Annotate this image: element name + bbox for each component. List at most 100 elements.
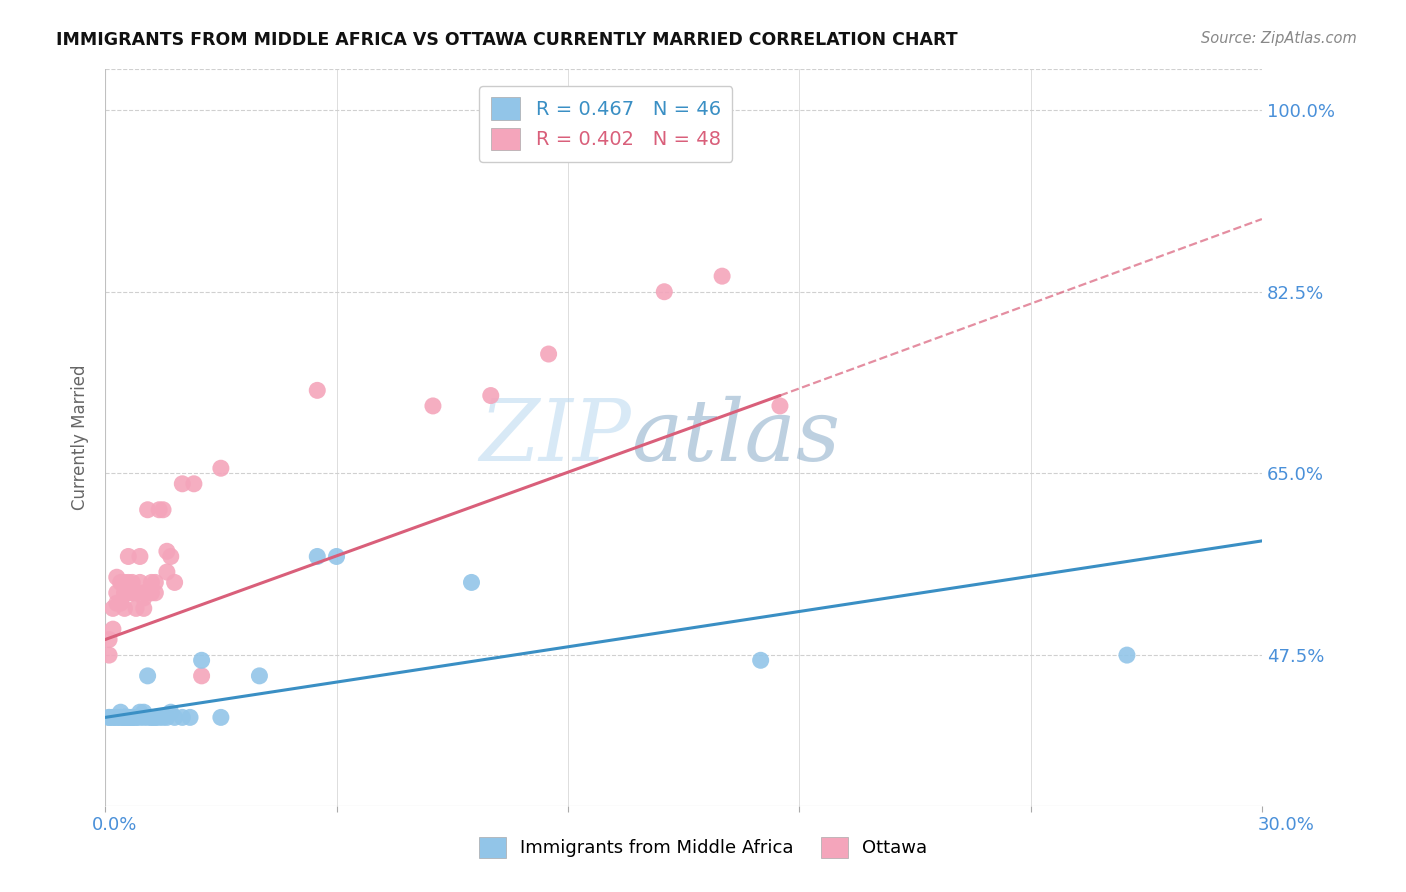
Text: IMMIGRANTS FROM MIDDLE AFRICA VS OTTAWA CURRENTLY MARRIED CORRELATION CHART: IMMIGRANTS FROM MIDDLE AFRICA VS OTTAWA …	[56, 31, 957, 49]
Point	[460, 575, 482, 590]
Point	[117, 710, 139, 724]
Point	[163, 575, 186, 590]
Point	[209, 461, 232, 475]
Point	[125, 601, 148, 615]
Point	[422, 399, 444, 413]
Point	[125, 710, 148, 724]
Point	[114, 710, 136, 724]
Point	[129, 705, 152, 719]
Point	[98, 710, 121, 724]
Point	[156, 710, 179, 724]
Point	[141, 710, 163, 724]
Point	[132, 591, 155, 605]
Point	[114, 710, 136, 724]
Point	[114, 575, 136, 590]
Text: Source: ZipAtlas.com: Source: ZipAtlas.com	[1201, 31, 1357, 46]
Point	[141, 575, 163, 590]
Point	[152, 502, 174, 516]
Point	[190, 669, 212, 683]
Point	[249, 669, 271, 683]
Point	[114, 710, 136, 724]
Point	[129, 549, 152, 564]
Point	[98, 648, 121, 662]
Point	[125, 710, 148, 724]
Point	[110, 710, 132, 724]
Point	[101, 622, 124, 636]
Point	[325, 549, 347, 564]
Point	[479, 388, 502, 402]
Point	[98, 710, 121, 724]
Point	[307, 384, 329, 398]
Point	[156, 544, 179, 558]
Point	[148, 502, 170, 516]
Point	[143, 586, 166, 600]
Point	[209, 710, 232, 724]
Text: ZIP: ZIP	[479, 396, 631, 478]
Point	[711, 269, 734, 284]
Point	[183, 476, 205, 491]
Point	[114, 601, 136, 615]
Point	[129, 710, 152, 724]
Point	[141, 710, 163, 724]
Point	[105, 586, 128, 600]
Point	[101, 710, 124, 724]
Point	[1116, 648, 1139, 662]
Point	[117, 549, 139, 564]
Point	[172, 710, 194, 724]
Point	[125, 586, 148, 600]
Point	[152, 710, 174, 724]
Point	[163, 710, 186, 724]
Point	[136, 710, 159, 724]
Point	[117, 710, 139, 724]
Point	[121, 710, 143, 724]
Point	[172, 476, 194, 491]
Point	[156, 565, 179, 579]
Point	[148, 710, 170, 724]
Point	[143, 710, 166, 724]
Point	[98, 632, 121, 647]
Point	[136, 502, 159, 516]
Point	[136, 669, 159, 683]
Point	[101, 710, 124, 724]
Point	[190, 653, 212, 667]
Point	[307, 549, 329, 564]
Point	[749, 653, 772, 667]
Point	[110, 575, 132, 590]
Point	[114, 586, 136, 600]
Point	[179, 710, 201, 724]
Point	[132, 601, 155, 615]
Text: 0.0%: 0.0%	[91, 816, 136, 834]
Point	[110, 710, 132, 724]
Point	[129, 575, 152, 590]
Point	[110, 705, 132, 719]
Text: atlas: atlas	[631, 396, 841, 478]
Point	[117, 575, 139, 590]
Point	[117, 710, 139, 724]
Point	[121, 586, 143, 600]
Point	[136, 586, 159, 600]
Point	[121, 710, 143, 724]
Point	[105, 710, 128, 724]
Point	[105, 570, 128, 584]
Point	[143, 710, 166, 724]
Point	[159, 705, 181, 719]
Point	[769, 399, 792, 413]
Point	[132, 586, 155, 600]
Point	[121, 575, 143, 590]
Y-axis label: Currently Married: Currently Married	[72, 364, 89, 510]
Point	[101, 601, 124, 615]
Point	[652, 285, 675, 299]
Point	[159, 549, 181, 564]
Legend: R = 0.467   N = 46, R = 0.402   N = 48: R = 0.467 N = 46, R = 0.402 N = 48	[479, 86, 733, 161]
Point	[132, 710, 155, 724]
Point	[537, 347, 560, 361]
Point	[132, 705, 155, 719]
Point	[117, 586, 139, 600]
Point	[105, 596, 128, 610]
Point	[141, 586, 163, 600]
Point	[143, 575, 166, 590]
Point	[105, 710, 128, 724]
Point	[114, 710, 136, 724]
Point	[110, 596, 132, 610]
Text: 30.0%: 30.0%	[1258, 816, 1315, 834]
